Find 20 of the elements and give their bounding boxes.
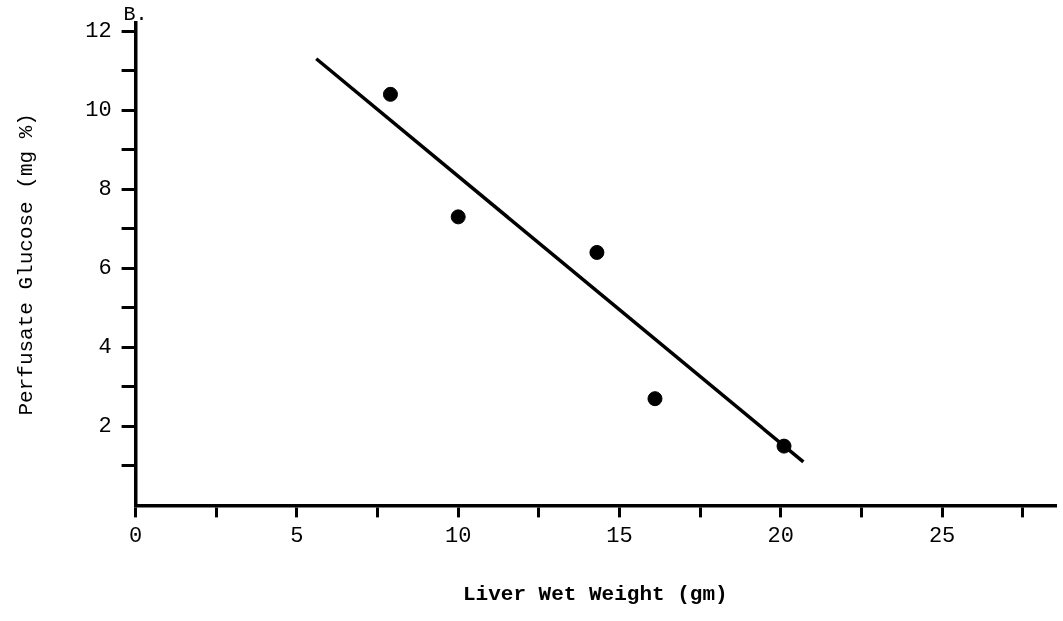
x-tick-label: 15 — [606, 524, 633, 550]
x-tick-label: 0 — [129, 524, 143, 550]
y-axis-title: Perfusate Glucose (mg %) — [15, 113, 39, 416]
point — [589, 244, 605, 260]
x-axis-title: Liver Wet Weight (gm) — [462, 582, 728, 606]
y-tick-label: 10 — [85, 97, 112, 123]
x-tick-label: 10 — [445, 524, 472, 550]
annotation: B. — [123, 3, 148, 27]
x-tick-label: 20 — [767, 524, 794, 550]
y-tick-label: 4 — [98, 335, 112, 361]
point — [776, 438, 792, 454]
y-tick-label: 6 — [98, 256, 112, 282]
point — [450, 209, 466, 225]
point — [647, 391, 663, 407]
y-tick-label: 2 — [98, 414, 112, 440]
point — [382, 86, 398, 102]
y-tick-label: 12 — [85, 18, 112, 44]
x-tick-label: 5 — [290, 524, 304, 550]
x-tick-label: 25 — [928, 524, 956, 550]
y-tick-label: 8 — [98, 177, 112, 203]
